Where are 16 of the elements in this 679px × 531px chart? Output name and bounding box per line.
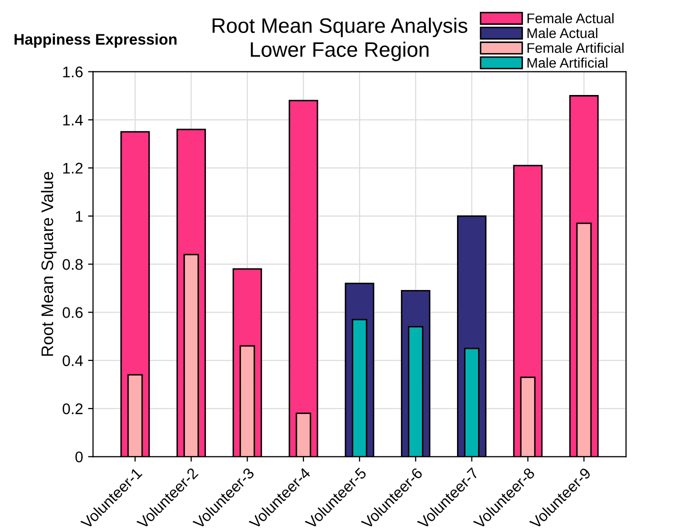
legend-label: Female Actual: [528, 13, 614, 24]
legend-label: Male Actual: [528, 28, 598, 38]
y-axis-title: Root Mean Square Value: [40, 172, 57, 356]
y-tick-label: 1.2: [63, 162, 83, 174]
legend-label: Female Artificial: [528, 42, 624, 53]
y-tick-label: 1.4: [63, 114, 83, 126]
y-tick-label: 0.4: [62, 355, 83, 366]
legend-label: Male Artificial: [528, 58, 608, 68]
y-tick-label: 1.6: [63, 66, 83, 78]
y-tick-label: 0.6: [62, 307, 83, 318]
y-tick-label: 0.2: [62, 403, 83, 414]
y-tick-label: 0.8: [62, 259, 83, 270]
chart-title: Root Mean Square Analysis Lower Face Region: [212, 18, 468, 62]
text: Happiness Expression: [14, 34, 177, 48]
y-tick-label: 0: [75, 452, 83, 462]
y-tick-label: 1: [76, 211, 83, 222]
